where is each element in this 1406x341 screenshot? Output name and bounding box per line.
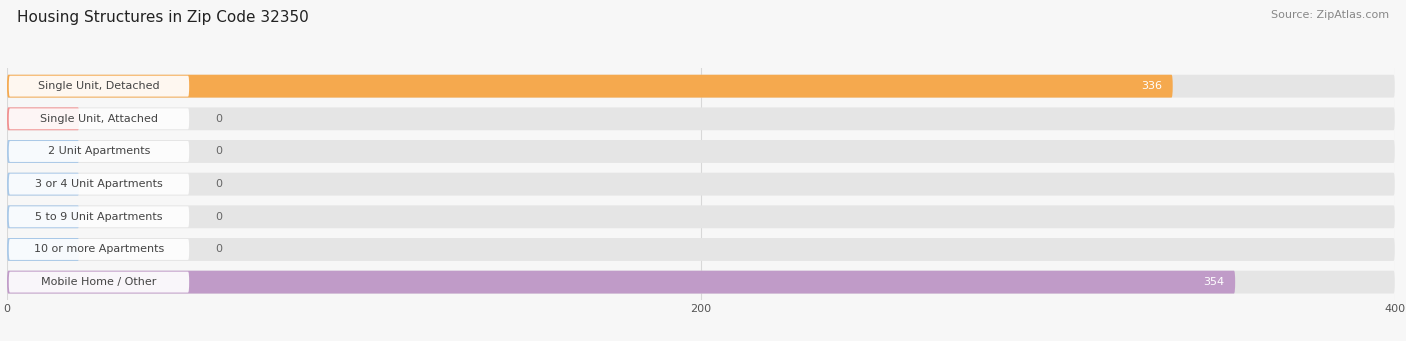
FancyBboxPatch shape [7,107,79,130]
FancyBboxPatch shape [7,140,79,163]
Text: 336: 336 [1142,81,1163,91]
FancyBboxPatch shape [8,239,190,260]
FancyBboxPatch shape [7,205,1395,228]
Text: 10 or more Apartments: 10 or more Apartments [34,244,165,254]
FancyBboxPatch shape [7,238,79,261]
FancyBboxPatch shape [7,173,1395,196]
FancyBboxPatch shape [8,76,190,97]
Text: 0: 0 [215,179,222,189]
Text: 5 to 9 Unit Apartments: 5 to 9 Unit Apartments [35,212,163,222]
FancyBboxPatch shape [7,205,79,228]
Text: 0: 0 [215,212,222,222]
Text: Mobile Home / Other: Mobile Home / Other [41,277,156,287]
Text: 0: 0 [215,244,222,254]
FancyBboxPatch shape [7,140,1395,163]
FancyBboxPatch shape [7,271,1395,294]
FancyBboxPatch shape [7,75,1173,98]
FancyBboxPatch shape [7,75,1395,98]
FancyBboxPatch shape [7,173,79,196]
FancyBboxPatch shape [8,141,190,162]
Text: 354: 354 [1204,277,1225,287]
FancyBboxPatch shape [7,238,1395,261]
Text: 0: 0 [215,114,222,124]
Text: Housing Structures in Zip Code 32350: Housing Structures in Zip Code 32350 [17,10,309,25]
FancyBboxPatch shape [8,174,190,195]
FancyBboxPatch shape [7,271,1234,294]
FancyBboxPatch shape [8,108,190,129]
Text: 0: 0 [215,147,222,157]
Text: 3 or 4 Unit Apartments: 3 or 4 Unit Apartments [35,179,163,189]
FancyBboxPatch shape [8,272,190,293]
Text: Single Unit, Detached: Single Unit, Detached [38,81,160,91]
FancyBboxPatch shape [7,107,1395,130]
Text: 2 Unit Apartments: 2 Unit Apartments [48,147,150,157]
FancyBboxPatch shape [8,206,190,227]
Text: Source: ZipAtlas.com: Source: ZipAtlas.com [1271,10,1389,20]
Text: Single Unit, Attached: Single Unit, Attached [39,114,157,124]
